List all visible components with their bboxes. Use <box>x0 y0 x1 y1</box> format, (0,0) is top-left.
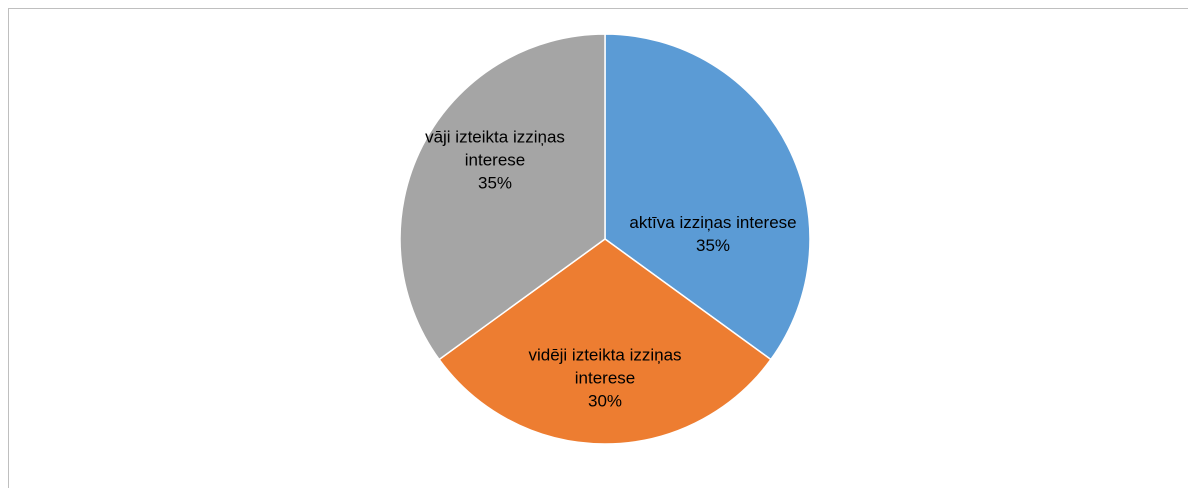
slice-label: aktīva izziņas interese 35% <box>628 211 798 257</box>
slice-label: vāji izteikta izziņas interese 35% <box>395 126 595 195</box>
pie-slice <box>604 33 811 361</box>
category-label: vāji izteikta izziņas interese <box>425 127 565 170</box>
pie-slice <box>399 33 606 361</box>
value-label: 35% <box>695 236 731 255</box>
value-label: 35% <box>477 173 513 193</box>
chart-frame <box>8 8 1188 488</box>
slice-label: vidēji izteikta izziņas interese 30% <box>500 344 710 413</box>
pie-slice <box>438 238 772 445</box>
category-label: vidēji izteikta izziņas interese <box>528 345 682 388</box>
value-label: 30% <box>587 391 623 411</box>
category-label: aktīva izziņas interese <box>629 213 797 232</box>
